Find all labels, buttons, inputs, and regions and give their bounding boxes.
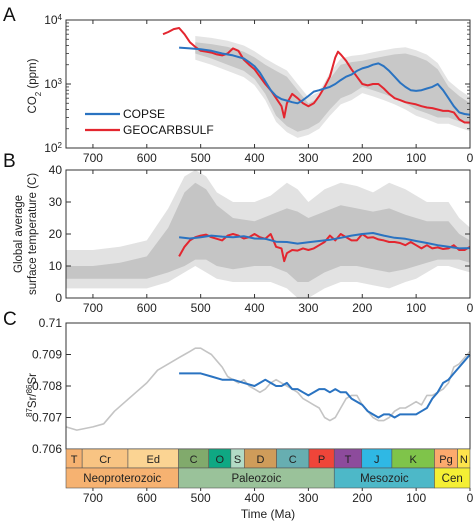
period-label: O: [216, 454, 225, 466]
temperature-xtick-label: 700: [83, 301, 103, 315]
period-label: T: [345, 454, 352, 466]
period-label: C: [190, 454, 198, 466]
co2-ytick-label: 102: [44, 141, 62, 156]
era-label: Paleozoic: [231, 473, 281, 485]
panel-c-strontium: 0.706 0.707 0.708 0.709 0.71 87Sr/86Sr T Cr Ed…: [25, 316, 474, 505]
panel-letter-a: A: [3, 5, 16, 26]
geologic-timescale: T Cr Ed C O S D C P T J K Pg N Neoproterozoic Paleozoic…: [65, 448, 474, 505]
time-xtick-label: 600: [137, 491, 157, 505]
co2-xtick-label: 700: [83, 151, 103, 165]
temperature-band-inner: [66, 182, 470, 282]
co2-series-lines: [162, 27, 471, 124]
temperature-xtick-label: 100: [406, 301, 426, 315]
co2-band-inner: [195, 42, 471, 132]
co2-axis-label: CO2 (ppm): [27, 58, 43, 113]
temperature-xtick-label: 200: [352, 301, 372, 315]
time-axis-label: Time (Ma): [241, 507, 295, 521]
strontium-ytick-label: 0.708: [32, 379, 62, 393]
temperature-ytick-label: 20: [49, 227, 63, 241]
legend-geocarbsulf-label: GEOCARBSULF: [123, 123, 214, 137]
period-label: Pg: [439, 454, 452, 466]
temperature-line-copse: [178, 232, 471, 250]
co2-xtick-label: 500: [191, 151, 211, 165]
co2-xtick-label: 300: [298, 151, 318, 165]
temperature-series-lines: [178, 232, 471, 263]
strontium-ytick-label: 0.706: [32, 442, 62, 456]
legend-copse-label: COPSE: [123, 107, 165, 121]
time-xtick-label: 400: [245, 491, 265, 505]
co2-line-geocarbsulf: [162, 27, 470, 124]
co2-xtick-label: 600: [137, 151, 157, 165]
panel-a-co2: 700 600 500 400 300 200 100 0 102 103 104 CO2 (ppm…: [27, 13, 474, 166]
strontium-ytick-label: 0.709: [32, 348, 62, 362]
strontium-ytick-label: 0.71: [39, 316, 63, 330]
temperature-xtick-label: 600: [137, 301, 157, 315]
co2-uncertainty-band: [195, 36, 471, 138]
temperature-ytick-label: 30: [49, 195, 63, 209]
era-label: Neoproterozoic: [83, 473, 161, 485]
legend: COPSE GEOCARBSULF: [85, 107, 214, 137]
time-xtick-label: 200: [352, 491, 372, 505]
co2-xtick-label: 100: [406, 151, 426, 165]
temperature-xtick-label: 400: [245, 301, 265, 315]
period-label: C: [289, 454, 297, 466]
temperature-line-geocarbsulf: [178, 233, 471, 263]
era-box: [434, 467, 471, 489]
era-label: Cen: [442, 473, 463, 485]
strontium-ytick-label: 0.707: [32, 411, 62, 425]
time-xtick-label: 300: [298, 491, 318, 505]
period-label: T: [71, 454, 78, 466]
period-label: D: [256, 454, 264, 466]
temperature-axis-label-line2: surface temperature (C): [27, 173, 39, 295]
period-label: K: [409, 454, 417, 466]
co2-xtick-label: 200: [352, 151, 372, 165]
co2-xtick-label: 0: [467, 151, 474, 165]
co2-line-copse: [179, 46, 471, 116]
temperature-xtick-label: 0: [467, 301, 474, 315]
co2-xtick-label: 400: [245, 151, 265, 165]
period-label: Cr: [99, 454, 111, 466]
strontium-series-lines: [65, 347, 471, 431]
strontium-axis-label: 87Sr/86Sr: [25, 373, 40, 417]
era-label: Mesozoic: [360, 473, 409, 485]
co2-ytick-label: 103: [44, 77, 62, 92]
strontium-axes: 0.706 0.707 0.708 0.709 0.71: [32, 316, 471, 456]
temperature-xtick-label: 300: [298, 301, 318, 315]
co2-ytick-label: 104: [44, 13, 62, 28]
period-label: P: [318, 454, 325, 466]
time-xtick-label: 0: [467, 491, 474, 505]
co2-axes: 700 600 500 400 300 200 100 0 102 103 104: [44, 13, 473, 166]
time-xtick-label: 500: [191, 491, 211, 505]
temperature-xtick-label: 500: [191, 301, 211, 315]
period-label: S: [234, 454, 241, 466]
time-xtick-label: 700: [83, 491, 103, 505]
temperature-uncertainty-band: [66, 170, 470, 298]
temperature-ytick-label: 0: [55, 291, 62, 305]
period-label: J: [374, 454, 380, 466]
panel-letter-c: C: [3, 309, 17, 330]
panel-b-temperature: 700 600 500 400 300 200 100 0 0 10 20 30 40 Global a…: [13, 163, 474, 315]
time-xtick-label: 100: [406, 491, 426, 505]
period-label: N: [460, 454, 468, 466]
temperature-axes: 700 600 500 400 300 200 100 0 0 10 20 30 40: [49, 163, 474, 315]
temperature-ytick-label: 40: [49, 163, 63, 177]
strontium-line-model: [179, 353, 471, 419]
period-label: Ed: [147, 454, 160, 466]
strontium-line-data: [65, 347, 471, 431]
panel-letter-b: B: [3, 151, 16, 172]
temperature-axis-label-line1: Global average: [13, 195, 25, 273]
temperature-ytick-label: 10: [49, 259, 63, 273]
